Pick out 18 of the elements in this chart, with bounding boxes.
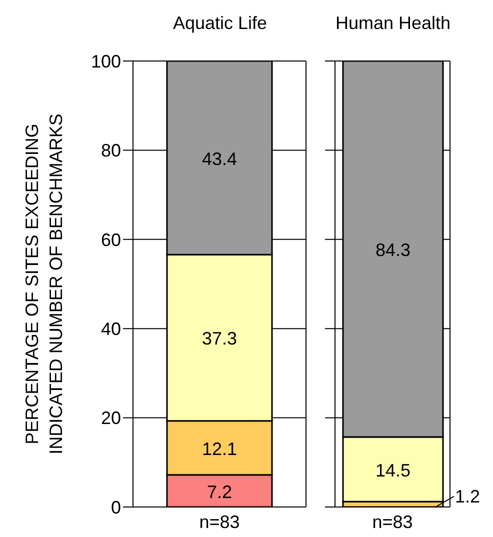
y-tick-label: 20 [100,408,121,428]
y-axis-title: PERCENTAGE OF SITES EXCEEDING INDICATED NUMBER OF BENCHMARKS [22,114,66,454]
x-tick-label: n=83 [372,512,413,532]
data-label: 7.2 [206,482,232,502]
chart-title: Aquatic Life [172,12,268,35]
y-tick-label: 60 [100,230,121,250]
y-tick-label: 80 [100,140,121,161]
data-label: 14.5 [375,460,411,480]
data-label: 1.2 [455,486,480,506]
y-tick-label: 0 [110,497,121,518]
data-label: 84.3 [375,240,411,260]
data-label: 37.3 [202,328,238,349]
y-tick-label: 100 [90,51,121,72]
y-tick-label: 40 [100,318,121,339]
data-label: 43.4 [202,148,238,169]
chart-title: Human Health [334,12,451,35]
data-label: 12.1 [202,438,238,459]
x-tick-label: n=83 [199,512,240,532]
